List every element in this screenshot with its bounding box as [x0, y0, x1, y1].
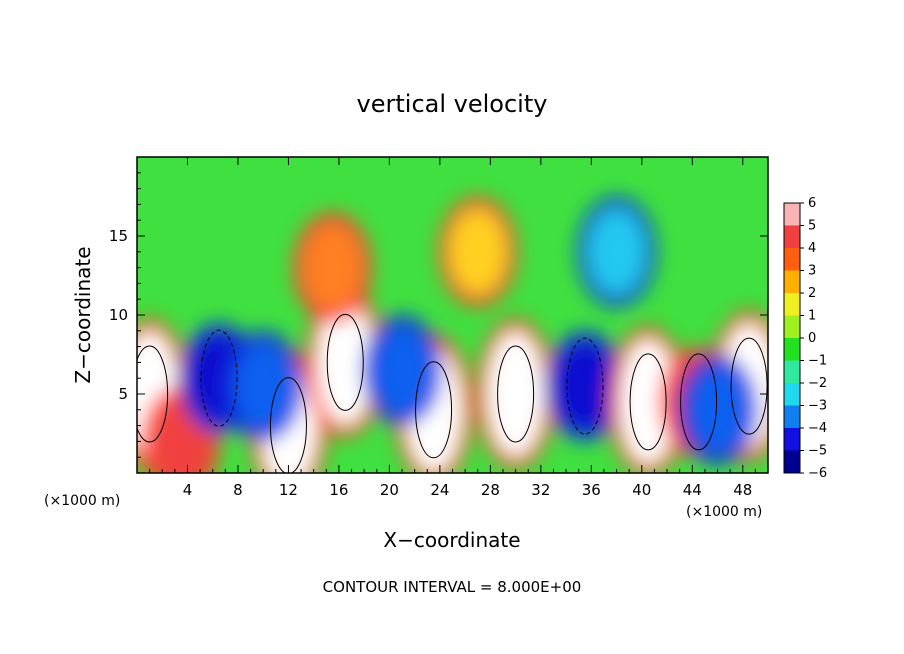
contour-line: [497, 345, 535, 443]
contour-line: [730, 337, 768, 435]
field-cell: [374, 328, 431, 413]
colorbar-tick-label: −6: [808, 466, 827, 481]
x-tick-label: 20: [380, 481, 399, 499]
field-cell: [304, 225, 361, 310]
field-cell: [487, 332, 544, 456]
contour-lines: [137, 313, 768, 473]
colorbar-tick-label: 2: [808, 286, 816, 301]
y-tick-label: 5: [118, 385, 128, 403]
x-axis-label: X−coordinate: [383, 528, 520, 552]
contour-line: [137, 345, 169, 443]
x-tick-label: 4: [183, 481, 193, 499]
plot-area: [137, 157, 768, 473]
contour-line: [566, 337, 604, 435]
field-cell: [235, 344, 292, 429]
colorbar-swatch: [784, 248, 800, 271]
chart-title: vertical velocity: [357, 90, 548, 118]
x-tick-label: 28: [481, 481, 500, 499]
x-tick-label: 12: [279, 481, 298, 499]
contour-line: [629, 353, 667, 451]
x-unit-label: (×1000 m): [44, 493, 120, 509]
colorbar-tick-label: 6: [808, 196, 816, 211]
colorbar-tick-label: 1: [808, 309, 816, 324]
x-tick-label: 40: [632, 481, 651, 499]
colorbar-swatch: [784, 450, 800, 473]
colorbar-swatch: [784, 405, 800, 428]
y-axis-label: Z−coordinate: [71, 246, 95, 383]
field-cell: [689, 367, 746, 452]
colorbar-swatch: [784, 293, 800, 316]
colorbar-swatch: [784, 338, 800, 361]
colorbar-swatch: [784, 360, 800, 383]
contour-interval-footer: CONTOUR INTERVAL = 8.000E+00: [323, 578, 582, 596]
colorbar-tick-label: −4: [808, 421, 827, 436]
x-unit-label-right: (×1000 m): [686, 504, 762, 520]
contour-line: [680, 353, 718, 451]
x-tick-label: 32: [531, 481, 550, 499]
contour-line: [326, 313, 364, 411]
field-cell: [588, 209, 645, 294]
x-tick-label: 36: [582, 481, 601, 499]
field-cell: [449, 209, 506, 294]
colorbar-swatch: [784, 225, 800, 248]
velocity-field: [137, 195, 768, 473]
colorbar: 6 5 4 3 2 1 0 −1 −2 −3 −4 −5 −6: [783, 196, 827, 481]
x-tick-label: 8: [233, 481, 243, 499]
contour-line: [200, 329, 238, 427]
y-tick-label: 10: [109, 306, 128, 324]
x-tick-label: 44: [683, 481, 702, 499]
colorbar-tick-label: 0: [808, 331, 816, 346]
colorbar-tick-label: 4: [808, 241, 816, 256]
colorbar-swatch: [784, 315, 800, 338]
x-tick-label: 16: [329, 481, 348, 499]
colorbar-swatch: [784, 270, 800, 293]
field-cell: [557, 344, 614, 429]
x-tick-label: 24: [430, 481, 449, 499]
colorbar-tick-label: 3: [808, 264, 816, 279]
contour-line: [415, 361, 453, 459]
x-tick-label: 48: [733, 481, 752, 499]
y-tick-label: 15: [109, 227, 128, 245]
colorbar-tick-label: −5: [808, 444, 827, 459]
y-axis-ticks: 5 10 15: [109, 172, 768, 458]
contour-line: [269, 377, 307, 473]
x-axis-ticks: 4 8 12 16 20 24 28 32 36 40 44 48: [149, 157, 756, 499]
colorbar-tick-label: −3: [808, 399, 827, 414]
colorbar-tick-label: −1: [808, 354, 827, 369]
colorbar-tick-label: −2: [808, 376, 827, 391]
colorbar-tick-label: 5: [808, 219, 816, 234]
colorbar-swatch: [784, 203, 800, 226]
colorbar-swatch: [784, 428, 800, 451]
colorbar-swatch: [784, 383, 800, 406]
